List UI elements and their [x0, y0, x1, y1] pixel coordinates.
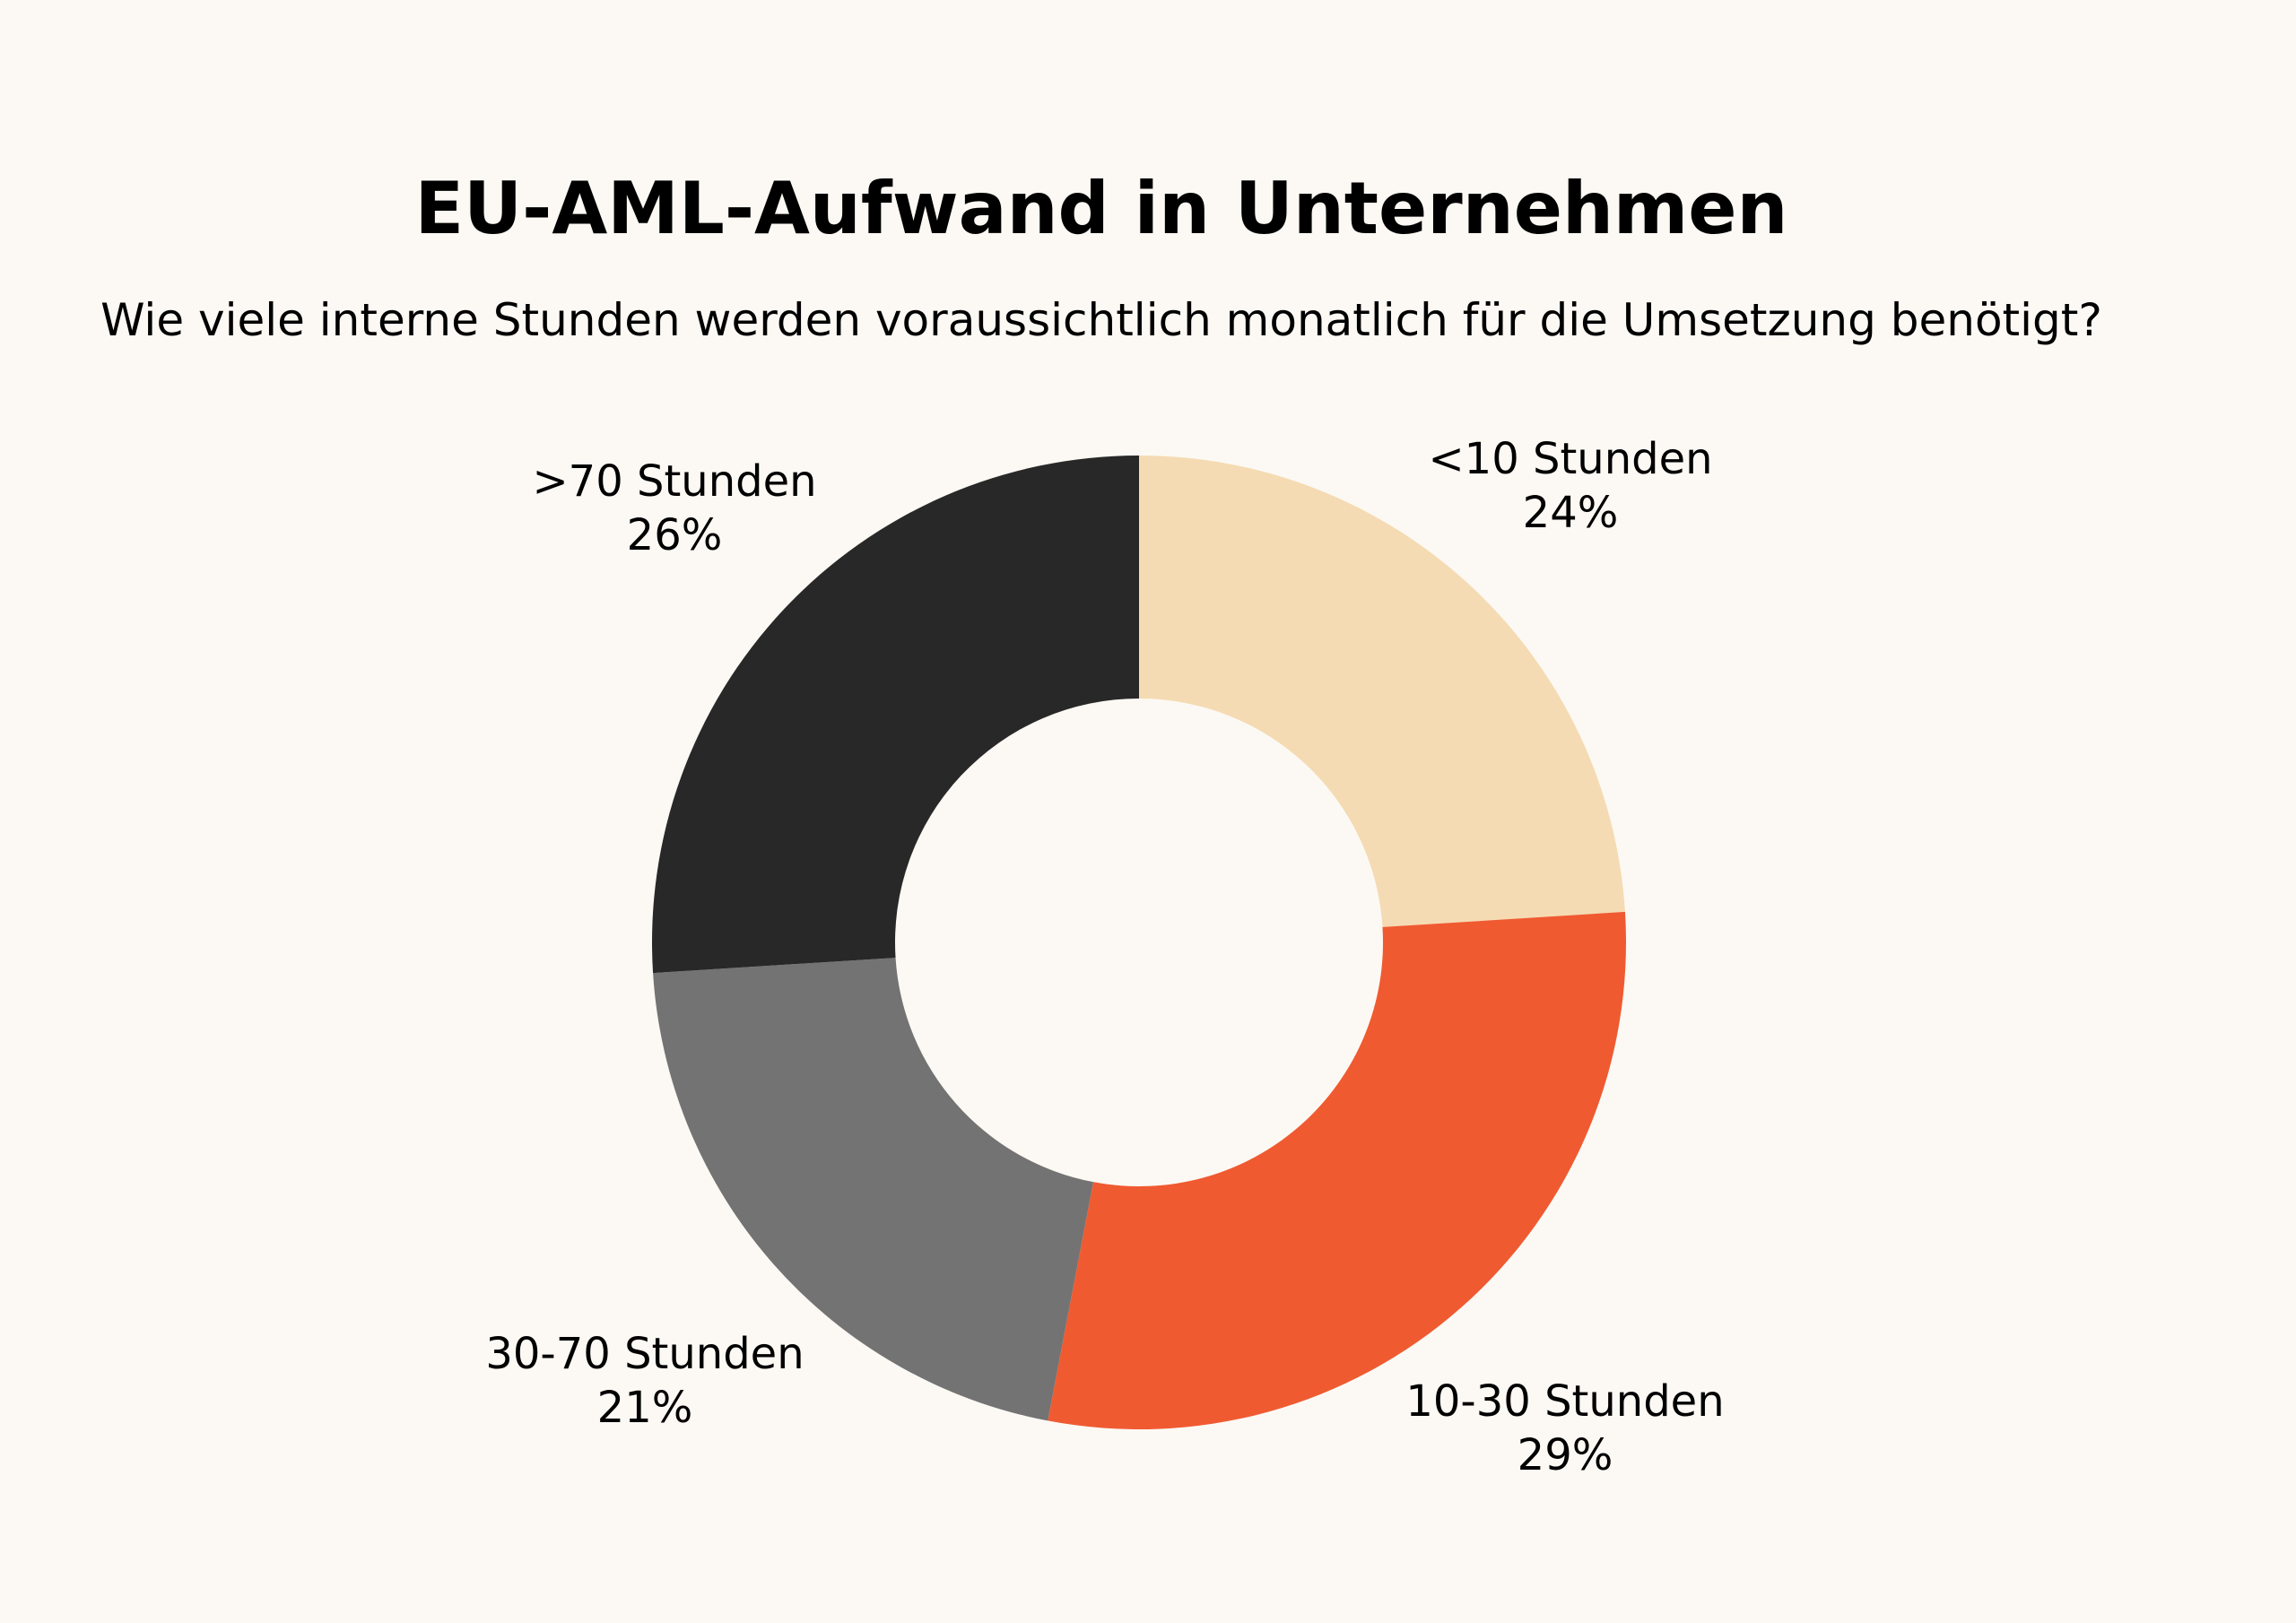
chart-title: EU-AML-Aufwand in Unternehmen: [414, 167, 1788, 250]
donut-slice-10-to-30: [1048, 911, 1626, 1429]
chart-subtitle: Wie viele interne Stunden werden vorauss…: [100, 294, 2102, 346]
slice-label-less-than-10: <10 Stunden 24%: [1319, 432, 1822, 540]
slice-label-name: <10 Stunden: [1428, 434, 1713, 484]
slice-label-value: 21%: [596, 1383, 693, 1433]
slice-label-more-than-70: >70 Stunden 26%: [423, 455, 926, 562]
slice-label-30-to-70: 30-70 Stunden 21%: [394, 1327, 896, 1435]
donut-slice-less-than-10: [1139, 456, 1625, 927]
donut-slice-30-to-70: [653, 958, 1094, 1421]
slice-label-value: 26%: [626, 510, 723, 560]
slice-label-name: >70 Stunden: [532, 456, 817, 507]
slice-label-10-to-30: 10-30 Stunden 29%: [1314, 1375, 1816, 1482]
slice-label-value: 24%: [1522, 488, 1619, 538]
slice-label-name: 30-70 Stunden: [485, 1329, 804, 1379]
slice-label-name: 10-30 Stunden: [1405, 1376, 1725, 1427]
slice-label-value: 29%: [1517, 1430, 1613, 1480]
donut-slice-more-than-70: [652, 456, 1139, 974]
